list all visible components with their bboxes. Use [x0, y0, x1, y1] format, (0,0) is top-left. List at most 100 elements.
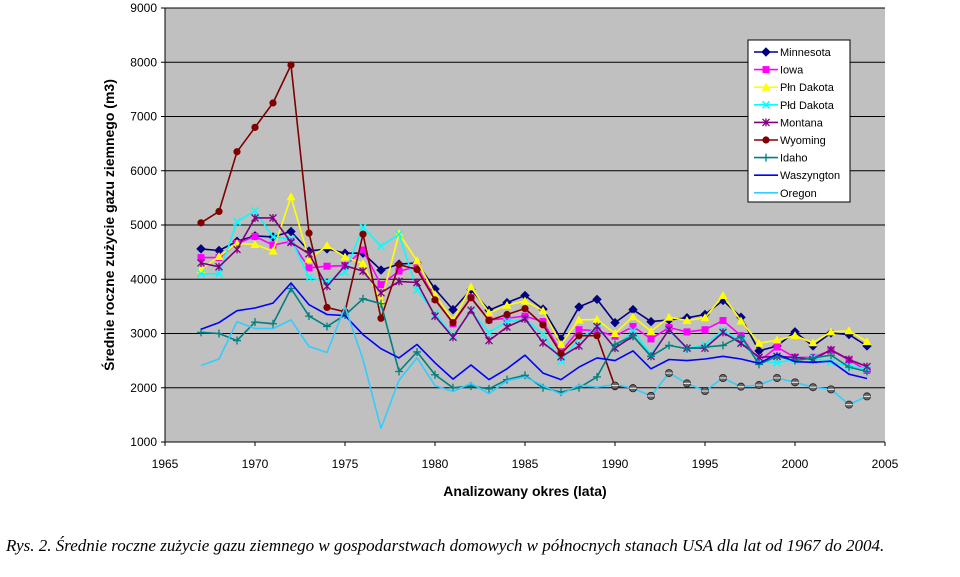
data-point: [377, 299, 385, 308]
data-point: [287, 61, 295, 69]
data-point: [304, 273, 314, 282]
legend-label: Płd Dakota: [780, 100, 835, 112]
data-point: [323, 282, 331, 291]
y-tick-label: 8000: [130, 55, 157, 69]
data-point: [341, 261, 349, 270]
data-point: [359, 230, 367, 238]
data-point: [269, 99, 277, 107]
data-point: [395, 261, 403, 269]
y-tick-label: 5000: [130, 218, 157, 232]
data-point: [305, 312, 313, 321]
data-point: [196, 244, 206, 254]
data-point: [719, 341, 727, 350]
data-point: [557, 349, 565, 358]
x-tick-label: 2005: [872, 457, 899, 471]
data-point: [521, 371, 529, 380]
data-point: [232, 217, 242, 226]
data-point: [718, 291, 728, 300]
data-point: [250, 206, 260, 215]
legend-marker: [762, 66, 770, 74]
data-point: [197, 258, 205, 267]
legend-label: Iowa: [780, 65, 804, 77]
data-point: [521, 304, 529, 313]
y-tick-label: 4000: [130, 272, 157, 286]
legend-marker: [762, 136, 770, 144]
y-tick-label: 1000: [130, 435, 157, 449]
data-point: [466, 282, 476, 291]
legend-label: Idaho: [780, 153, 808, 165]
data-point: [287, 238, 295, 247]
data-point: [431, 312, 439, 321]
data-point: [610, 329, 620, 337]
data-point: [196, 269, 206, 278]
data-point: [377, 281, 385, 289]
data-point: [431, 370, 439, 379]
data-point: [683, 344, 691, 353]
data-point: [574, 315, 584, 324]
data-point: [467, 306, 475, 315]
data-point: [287, 284, 295, 293]
data-point: [251, 232, 259, 240]
data-point: [449, 333, 457, 342]
data-point: [215, 262, 223, 271]
data-point: [575, 332, 583, 340]
data-point: [197, 328, 205, 337]
legend: Minnesota Iowa Płn Dakota Płd Dakota Montana…: [747, 39, 851, 203]
data-point: [323, 303, 331, 312]
data-point: [575, 326, 583, 334]
data-point: [647, 335, 655, 343]
y-tick-label: 3000: [130, 327, 157, 341]
data-point: [809, 353, 817, 362]
data-point: [251, 123, 259, 131]
data-point: [575, 341, 583, 350]
data-point: [556, 339, 566, 348]
data-point: [233, 148, 241, 156]
data-point: [521, 314, 529, 323]
data-point: [323, 322, 331, 331]
legend-marker: [761, 47, 771, 57]
data-point: [305, 264, 313, 272]
legend-marker: [762, 153, 770, 162]
data-point: [790, 331, 800, 340]
data-point: [323, 262, 331, 270]
data-point: [485, 316, 493, 325]
y-axis-title: Średnie roczne zużycie gazu ziemnego (m3…: [100, 79, 117, 371]
data-point: [719, 316, 727, 324]
data-point: [286, 226, 296, 237]
legend-label: Montana: [780, 117, 824, 129]
data-point: [502, 300, 512, 309]
data-point: [700, 313, 710, 322]
data-point: [197, 219, 205, 227]
data-point: [826, 358, 836, 367]
data-point: [629, 322, 637, 330]
data-point: [215, 207, 223, 216]
data-point: [485, 336, 493, 345]
data-point: [592, 294, 602, 305]
legend-marker: [762, 118, 770, 127]
data-point: [322, 241, 332, 250]
data-point: [629, 331, 637, 340]
data-point: [754, 338, 764, 347]
data-point: [268, 246, 278, 255]
data-point: [233, 336, 241, 345]
series-line: [200, 282, 868, 381]
legend-label: Wyoming: [780, 135, 826, 147]
data-point: [826, 327, 836, 336]
data-point: [197, 254, 205, 262]
data-point: [610, 317, 620, 328]
data-point: [574, 302, 584, 312]
legend-marker: [761, 100, 771, 109]
data-point: [233, 245, 241, 254]
data-point: [647, 352, 655, 361]
y-tick-label: 2000: [130, 381, 157, 395]
series-layer: [196, 61, 872, 430]
data-point: [503, 322, 511, 331]
data-point: [304, 254, 314, 263]
data-point: [340, 252, 350, 261]
x-tick-label: 1965: [152, 457, 179, 471]
data-point: [269, 319, 277, 328]
series-unlabeled: [611, 369, 872, 409]
data-point: [449, 383, 457, 392]
data-point: [251, 213, 259, 222]
axes: 1000 2000 3000 4000 5000 6000 7000 8000 9000 1965…: [130, 1, 898, 471]
